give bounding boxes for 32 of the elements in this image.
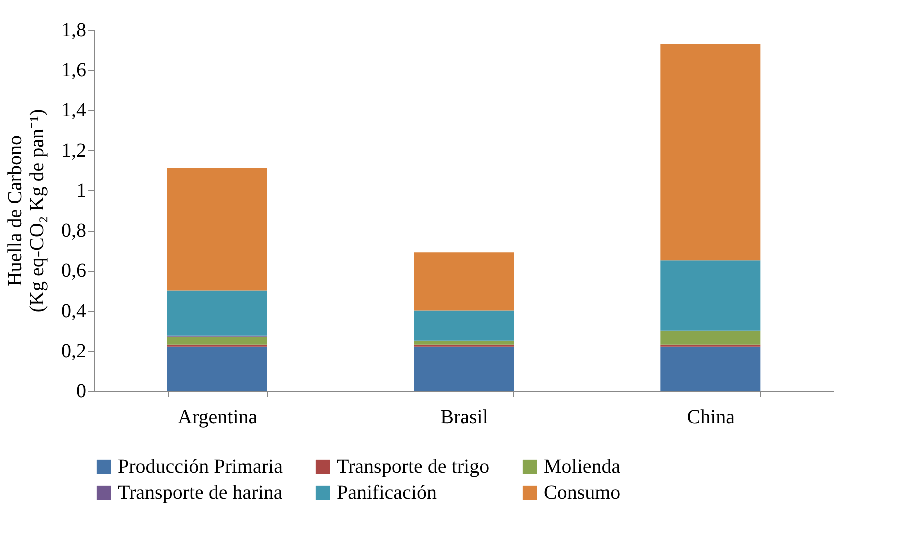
y-tick-label: 1,2 [62, 140, 86, 162]
y-tick-label: 0,4 [62, 300, 86, 322]
legend-label: Molienda [544, 456, 621, 478]
bar [167, 346, 268, 391]
legend-label: Consumo [544, 482, 621, 504]
x-tick-label: China [687, 406, 736, 428]
bar [414, 346, 514, 391]
bar [167, 168, 268, 291]
legend-label: Transporte de harina [118, 482, 283, 504]
y-tick-label: 1,6 [62, 60, 86, 82]
y-axis-title: Huella de Carbono (Kg eq-CO₂ Kg de pan⁻¹) [4, 109, 48, 313]
legend-label: Producción Primaria [118, 456, 284, 478]
bar [660, 330, 761, 345]
bar [414, 310, 514, 341]
x-tick-label: Brasil [440, 406, 489, 428]
y-tick-label: 0,8 [62, 220, 86, 242]
bar [414, 252, 514, 311]
bar [660, 260, 761, 331]
y-tick-label: 0,2 [62, 340, 86, 362]
bar [660, 346, 761, 391]
legend-label: Transporte de trigo [337, 456, 490, 478]
y-tick-label: 0,6 [62, 260, 86, 282]
bar [414, 340, 514, 345]
y-tick-label: 1,8 [62, 20, 86, 42]
x-tick-label: Argentina [178, 406, 258, 428]
bar [167, 336, 268, 345]
legend-label: Panificación [337, 482, 437, 504]
y-tick-label: 1 [76, 180, 86, 202]
bar [167, 290, 268, 336]
y-tick-label: 1,4 [62, 100, 86, 122]
y-tick-label: 0 [76, 380, 86, 402]
bar [660, 44, 761, 261]
